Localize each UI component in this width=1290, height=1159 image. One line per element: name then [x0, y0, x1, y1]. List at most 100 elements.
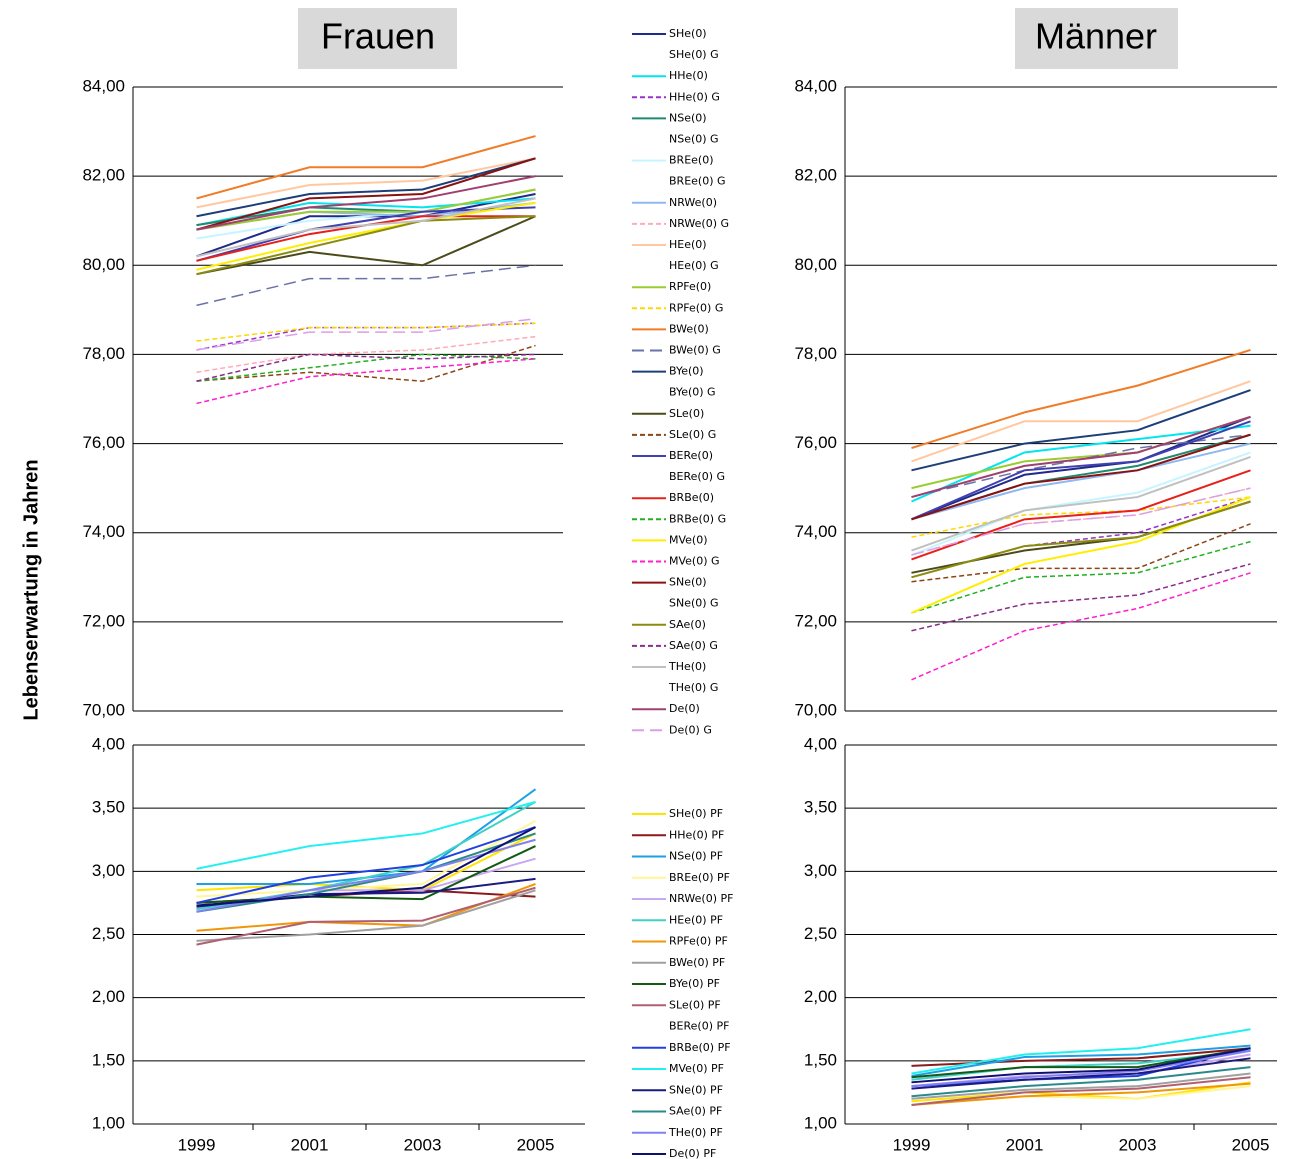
series-line [911, 1044, 1251, 1077]
y-tick-label: 76,00 [794, 433, 837, 452]
x-tick-label: 2001 [1006, 1135, 1044, 1154]
y-tick-label: 3,50 [92, 798, 125, 817]
series-line [911, 389, 1251, 472]
legend-label: SLe(0) G [669, 428, 716, 441]
series-line [911, 442, 1251, 521]
series-line [196, 264, 536, 307]
y-tick-label: 80,00 [82, 255, 125, 274]
legend-label: SAe(0) G [669, 639, 718, 652]
series-line [196, 175, 536, 231]
legend-label: HHe(0) PF [669, 828, 724, 841]
y-tick-label: 80,00 [794, 255, 837, 274]
legend-label: NRWe(0) PF [669, 892, 733, 905]
series-line [196, 832, 536, 913]
series-line [911, 496, 1251, 579]
legend-label: HHe(0) [669, 69, 708, 82]
y-tick-label: 1,00 [92, 1113, 125, 1132]
series-line [196, 335, 536, 373]
legend-label: NRWe(0) G [669, 217, 729, 230]
x-tick-label: 1999 [893, 1135, 931, 1154]
legend-label: SHe(0) PF [669, 807, 723, 820]
y-tick-label: 72,00 [82, 611, 125, 630]
series-line [911, 433, 1251, 521]
legend-label: THe(0) [668, 660, 706, 673]
series-line [911, 451, 1251, 556]
series-line [196, 157, 536, 218]
y-tick-label: 4,00 [92, 734, 125, 753]
y-tick-label: 76,00 [82, 433, 125, 452]
series-line [196, 215, 536, 276]
series-line [196, 353, 536, 382]
y-tick-label: 1,50 [804, 1050, 837, 1069]
series-line [911, 1047, 1251, 1088]
series-line [196, 188, 536, 231]
series-line [911, 424, 1251, 503]
y-tick-label: 4,00 [804, 734, 837, 753]
legend-label: BRBe(0) [669, 491, 714, 504]
series-line [911, 500, 1251, 579]
series-line [196, 201, 536, 271]
series-line [911, 420, 1251, 521]
series-line [911, 1066, 1251, 1098]
title-box [298, 8, 457, 69]
legend-label: De(0) G [669, 723, 712, 736]
legend-label: BERe(0) [669, 449, 713, 462]
legend-label: SHe(0) [669, 27, 707, 40]
series-line [196, 197, 536, 258]
series-line [911, 1082, 1251, 1107]
y-tick-label: 82,00 [82, 166, 125, 185]
series-line [911, 456, 1251, 552]
chart-title: Frauen [321, 16, 435, 57]
x-tick-label: 2003 [1119, 1135, 1157, 1154]
y-tick-label: 1,50 [92, 1050, 125, 1069]
legend-label: BRBe(0) G [669, 512, 726, 525]
legend-label: BWe(0) [669, 322, 709, 335]
series-line [911, 496, 1251, 538]
legend-label: NSe(0) G [669, 133, 719, 146]
series-line [911, 380, 1251, 463]
series-line [911, 1057, 1251, 1090]
y-tick-label: 74,00 [82, 522, 125, 541]
legend-label: HHe(0) G [669, 90, 720, 103]
legend-label: BWe(0) G [669, 344, 721, 357]
legend-label: SHe(0) G [669, 48, 719, 61]
legend-label: HEe(0) PF [669, 913, 723, 926]
legend-label: BYe(0) [669, 365, 704, 378]
y-tick-label: 3,00 [92, 861, 125, 880]
legend-label: HEe(0) G [669, 259, 719, 272]
y-tick-label: 2,50 [92, 924, 125, 943]
y-tick-label: 78,00 [794, 344, 837, 363]
y-tick-label: 2,00 [92, 987, 125, 1006]
legend-label: BERe(0) G [669, 470, 725, 483]
x-tick-label: 2005 [1232, 1135, 1270, 1154]
y-tick-label: 84,00 [794, 76, 837, 95]
legend-label: BRBe(0) PF [669, 1041, 731, 1054]
series-line [196, 318, 536, 351]
legend-label: BERe(0) PF [669, 1020, 729, 1033]
x-tick-label: 2001 [291, 1135, 329, 1154]
legend-label: SAe(0) [669, 618, 706, 631]
legend-label: SLe(0) [669, 407, 704, 420]
series-line [911, 540, 1251, 614]
series-line [196, 215, 536, 276]
legend-label: SLe(0) PF [669, 998, 721, 1011]
legend-label: BYe(0) G [669, 386, 716, 399]
legend-label: De(0) [669, 702, 700, 715]
legend-label: BREe(0) PF [669, 871, 730, 884]
legend-label: BREe(0) G [669, 175, 726, 188]
series-line [911, 1072, 1251, 1100]
series-line [196, 322, 536, 342]
legend-label: SAe(0) PF [669, 1105, 722, 1118]
y-tick-label: 78,00 [82, 344, 125, 363]
chart-title: Männer [1035, 16, 1157, 57]
y-tick-label: 1,00 [804, 1113, 837, 1132]
series-line [911, 572, 1251, 681]
series-line [911, 1047, 1251, 1079]
series-line [196, 344, 536, 382]
series-line [911, 415, 1251, 521]
y-tick-label: 70,00 [82, 700, 125, 719]
y-tick-label: 2,50 [804, 924, 837, 943]
legend-label: MVe(0) G [669, 555, 720, 568]
legend-label: HEe(0) [669, 238, 707, 251]
